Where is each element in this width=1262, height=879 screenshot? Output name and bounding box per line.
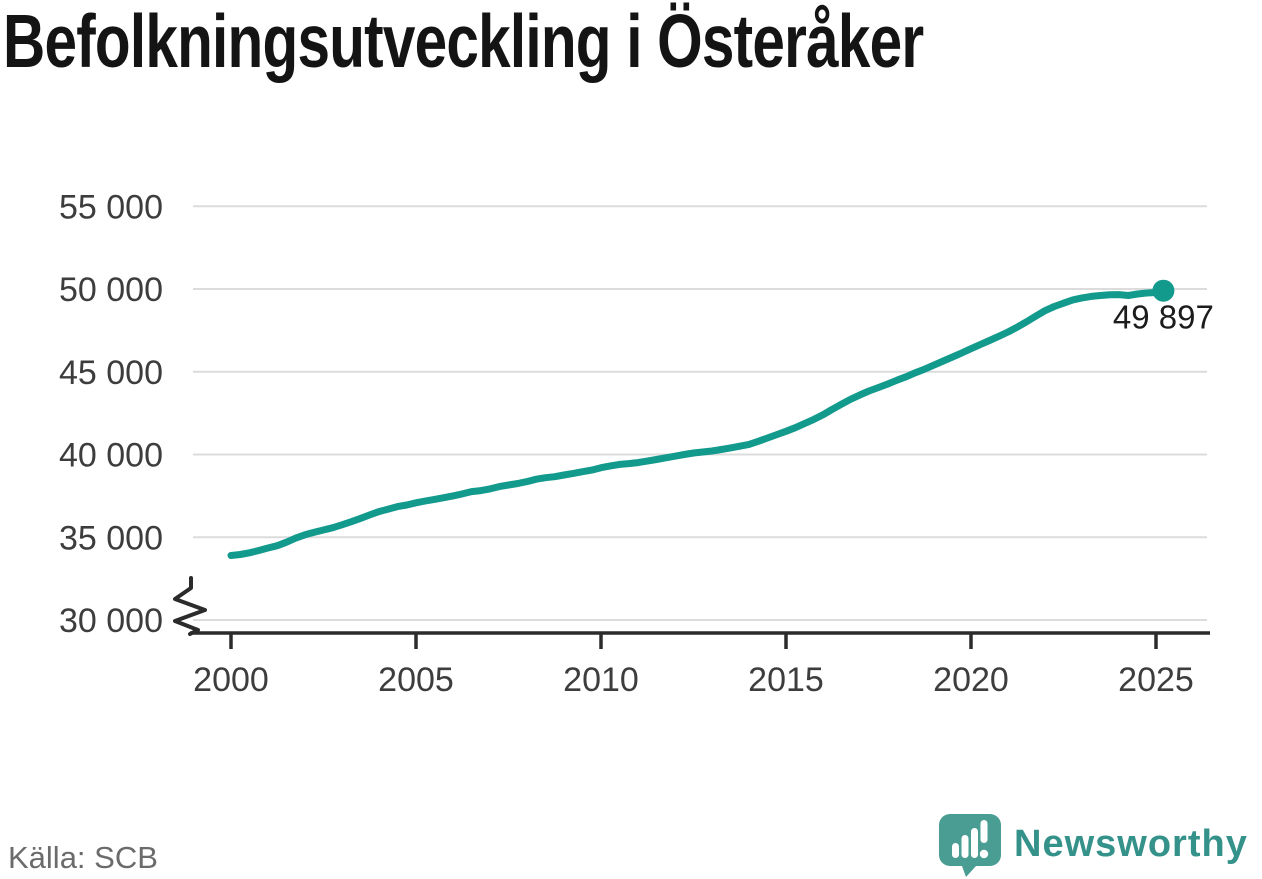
y-tick-label: 30 000 bbox=[59, 602, 163, 640]
end-point-marker bbox=[1152, 279, 1175, 302]
newsworthy-logo: Newsworthy bbox=[936, 810, 1248, 879]
x-axis-labels: 2000 2005 2010 2015 2020 2025 bbox=[193, 661, 1194, 699]
y-tick-label: 55 000 bbox=[59, 188, 163, 226]
end-value-label: 49 897 bbox=[1113, 299, 1214, 336]
x-tick-label: 2025 bbox=[1118, 661, 1194, 699]
population-line bbox=[227, 287, 1167, 559]
x-tick-label: 2020 bbox=[933, 661, 1009, 699]
y-tick-label: 45 000 bbox=[59, 354, 163, 392]
y-axis-labels: 30 000 35 000 40 000 45 000 50 000 55 000 bbox=[59, 188, 163, 640]
axis-break-icon bbox=[173, 576, 207, 636]
x-tick-label: 2015 bbox=[748, 661, 824, 699]
x-tick-label: 2010 bbox=[563, 661, 639, 699]
chart-title: Befolkningsutveckling i Österåker bbox=[3, 0, 924, 83]
x-axis-ticks bbox=[229, 633, 1158, 649]
newsworthy-speech-bubble-chart-icon bbox=[939, 814, 1001, 877]
y-tick-label: 50 000 bbox=[59, 271, 163, 309]
newsworthy-wordmark: Newsworthy bbox=[1014, 823, 1248, 865]
y-tick-label: 35 000 bbox=[59, 519, 163, 557]
x-tick-label: 2000 bbox=[193, 661, 269, 699]
gridlines bbox=[193, 205, 1207, 621]
x-tick-label: 2005 bbox=[378, 661, 454, 699]
y-tick-label: 40 000 bbox=[59, 437, 163, 475]
source-label: Källa: SCB bbox=[8, 840, 158, 875]
